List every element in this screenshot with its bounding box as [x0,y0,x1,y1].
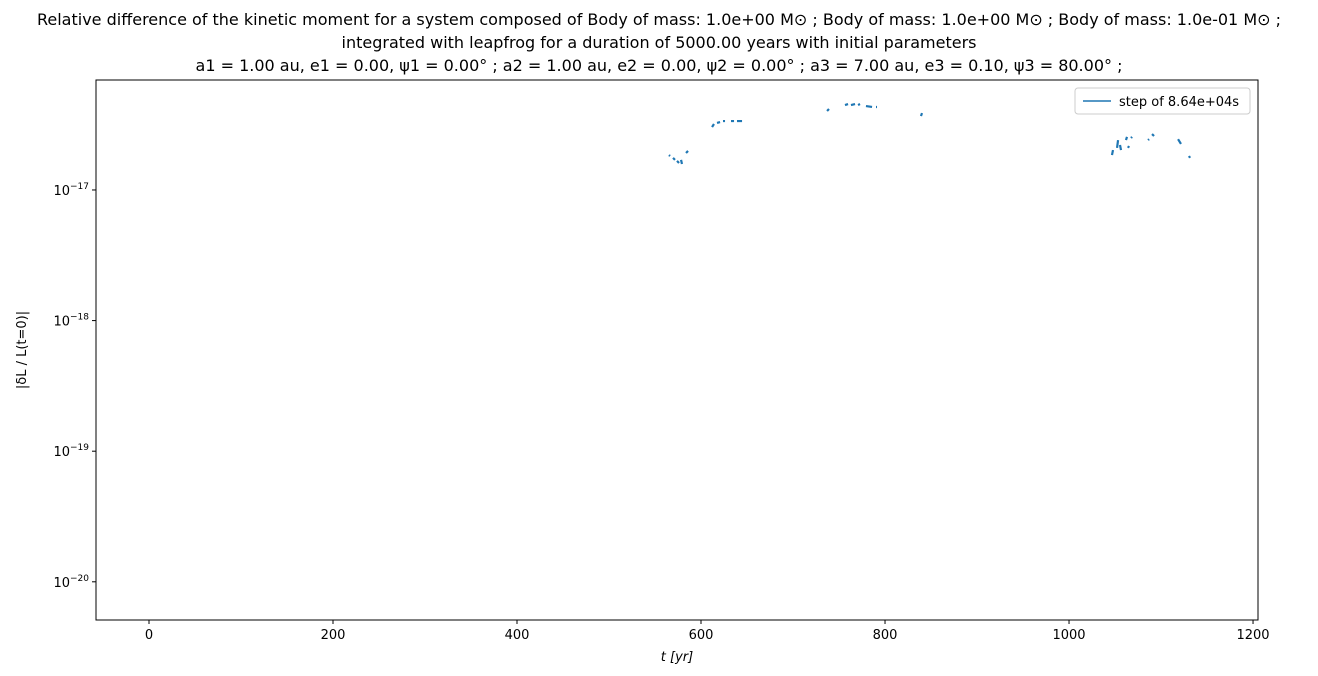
x-tick-label: 1000 [1052,628,1085,643]
legend-box [1074,87,1251,115]
tick-base: 10 [53,445,70,460]
tick-exponent: −17 [70,182,89,192]
legend-label: step of 8.64e+04s [1119,95,1239,110]
plot-frame [95,79,1259,621]
tick-exponent: −19 [70,443,89,453]
x-tick-label: 400 [505,628,530,643]
y-tick-label: 10−18 [53,313,89,330]
x-tick-label: 800 [873,628,898,643]
tick-base: 10 [53,184,70,199]
chart-title: Relative difference of the kinetic momen… [37,10,1281,29]
chart-title: integrated with leapfrog for a duration … [342,33,977,52]
x-tick-label: 1200 [1236,628,1269,643]
x-tick-label: 0 [145,628,153,643]
y-axis-label: |δL / L(t=0)| [15,311,30,389]
x-axis-label: t [yr] [661,650,693,665]
y-tick-label: 10−17 [53,182,89,199]
chart-title: a1 = 1.00 au, e1 = 0.00, ψ1 = 0.00° ; a2… [196,56,1123,75]
y-tick-label: 10−20 [53,574,89,591]
x-tick-label: 200 [321,628,346,643]
data-line [668,102,1191,165]
tick-exponent: −18 [70,313,89,323]
x-tick-label: 600 [689,628,714,643]
tick-exponent: −20 [70,574,89,584]
y-tick-label: 10−19 [53,443,89,460]
tick-base: 10 [53,576,70,591]
tick-base: 10 [53,315,70,330]
